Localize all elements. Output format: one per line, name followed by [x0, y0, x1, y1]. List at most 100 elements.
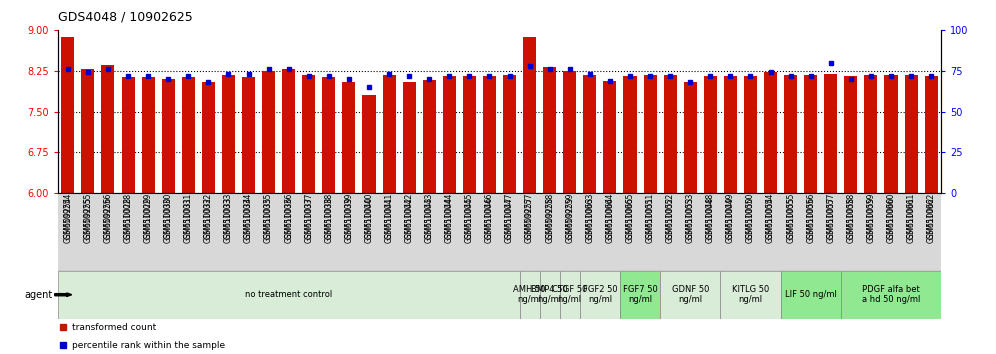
Bar: [700, 193, 720, 271]
Bar: [181, 77, 195, 354]
Bar: [299, 193, 319, 271]
Text: GSM509256: GSM509256: [104, 193, 113, 239]
Text: GSM510065: GSM510065: [625, 193, 634, 239]
Text: GSM510054: GSM510054: [766, 197, 775, 243]
Bar: [319, 193, 339, 271]
Bar: [259, 193, 279, 271]
Bar: [623, 76, 636, 354]
Bar: [801, 193, 821, 271]
Bar: [865, 75, 877, 354]
Text: GSM510047: GSM510047: [505, 193, 514, 239]
Text: GSM510051: GSM510051: [645, 193, 654, 239]
Bar: [282, 69, 295, 354]
Text: GSM510050: GSM510050: [746, 197, 755, 243]
Text: GSM510032: GSM510032: [204, 193, 213, 239]
Text: GSM510044: GSM510044: [445, 197, 454, 243]
Text: GSM510029: GSM510029: [143, 193, 152, 239]
Text: GSM509254: GSM509254: [64, 193, 73, 239]
Bar: [543, 67, 556, 354]
Bar: [302, 75, 316, 354]
Bar: [784, 75, 797, 354]
Bar: [178, 193, 198, 271]
Text: GSM509255: GSM509255: [84, 197, 93, 243]
Bar: [841, 193, 861, 271]
Bar: [720, 271, 781, 319]
Bar: [744, 76, 757, 354]
Bar: [764, 73, 777, 354]
Text: GSM509255: GSM509255: [84, 193, 93, 239]
Text: GSM510050: GSM510050: [746, 193, 755, 239]
Text: GSM510052: GSM510052: [665, 197, 674, 243]
Bar: [881, 193, 901, 271]
Bar: [122, 77, 134, 354]
Text: GSM510039: GSM510039: [345, 193, 354, 239]
Bar: [761, 193, 781, 271]
Text: GSM509257: GSM509257: [525, 193, 534, 239]
Bar: [604, 81, 617, 354]
Bar: [222, 75, 235, 354]
Bar: [402, 82, 415, 354]
Text: GSM510056: GSM510056: [806, 197, 815, 243]
Text: GSM510058: GSM510058: [847, 197, 856, 243]
Bar: [82, 69, 95, 354]
Bar: [560, 271, 580, 319]
Bar: [683, 82, 697, 354]
Text: GSM510062: GSM510062: [926, 197, 935, 243]
Text: GSM510048: GSM510048: [706, 197, 715, 243]
Text: GSM510064: GSM510064: [606, 197, 615, 243]
Bar: [102, 65, 115, 354]
Bar: [483, 76, 496, 354]
Text: FGF2 50
ng/ml: FGF2 50 ng/ml: [583, 285, 618, 304]
Text: GSM510046: GSM510046: [485, 193, 494, 239]
Bar: [620, 193, 640, 271]
Text: GSM510037: GSM510037: [304, 197, 314, 243]
Bar: [904, 75, 917, 354]
Bar: [643, 75, 656, 354]
Text: GSM510049: GSM510049: [726, 197, 735, 243]
Text: GSM510035: GSM510035: [264, 193, 273, 239]
Bar: [580, 271, 620, 319]
Text: GSM510036: GSM510036: [284, 193, 293, 239]
Text: GSM510060: GSM510060: [886, 197, 895, 243]
Text: GSM510049: GSM510049: [726, 193, 735, 239]
Bar: [825, 74, 838, 354]
Text: GSM510056: GSM510056: [806, 193, 815, 239]
Bar: [499, 193, 520, 271]
Bar: [422, 80, 435, 354]
Text: GSM510045: GSM510045: [465, 197, 474, 243]
Bar: [520, 193, 540, 271]
Bar: [161, 79, 174, 354]
Bar: [564, 71, 577, 354]
Bar: [520, 271, 540, 319]
Bar: [262, 71, 275, 354]
Text: GSM510047: GSM510047: [505, 197, 514, 243]
Bar: [620, 271, 660, 319]
Bar: [58, 271, 520, 319]
Bar: [359, 193, 379, 271]
Bar: [479, 193, 499, 271]
Bar: [419, 193, 439, 271]
Text: GSM510053: GSM510053: [685, 193, 695, 239]
Text: GSM510030: GSM510030: [163, 193, 172, 239]
Bar: [781, 193, 801, 271]
Text: GSM510064: GSM510064: [606, 193, 615, 239]
Bar: [463, 76, 476, 354]
Bar: [198, 193, 218, 271]
Bar: [363, 95, 375, 354]
Bar: [399, 193, 419, 271]
Text: GSM509258: GSM509258: [545, 197, 554, 243]
Bar: [540, 271, 560, 319]
Text: GSM510041: GSM510041: [384, 197, 393, 243]
Text: GSM510059: GSM510059: [867, 197, 875, 243]
Text: GSM510043: GSM510043: [424, 193, 433, 239]
Bar: [921, 193, 941, 271]
Bar: [580, 193, 600, 271]
Text: GSM510055: GSM510055: [786, 197, 795, 243]
Text: GSM510034: GSM510034: [244, 197, 253, 243]
Text: GSM510033: GSM510033: [224, 197, 233, 243]
Text: GSM510043: GSM510043: [424, 197, 433, 243]
Text: GSM510060: GSM510060: [886, 193, 895, 239]
Text: GSM510039: GSM510039: [345, 197, 354, 243]
Text: LIF 50 ng/ml: LIF 50 ng/ml: [785, 290, 837, 299]
Text: KITLG 50
ng/ml: KITLG 50 ng/ml: [732, 285, 769, 304]
